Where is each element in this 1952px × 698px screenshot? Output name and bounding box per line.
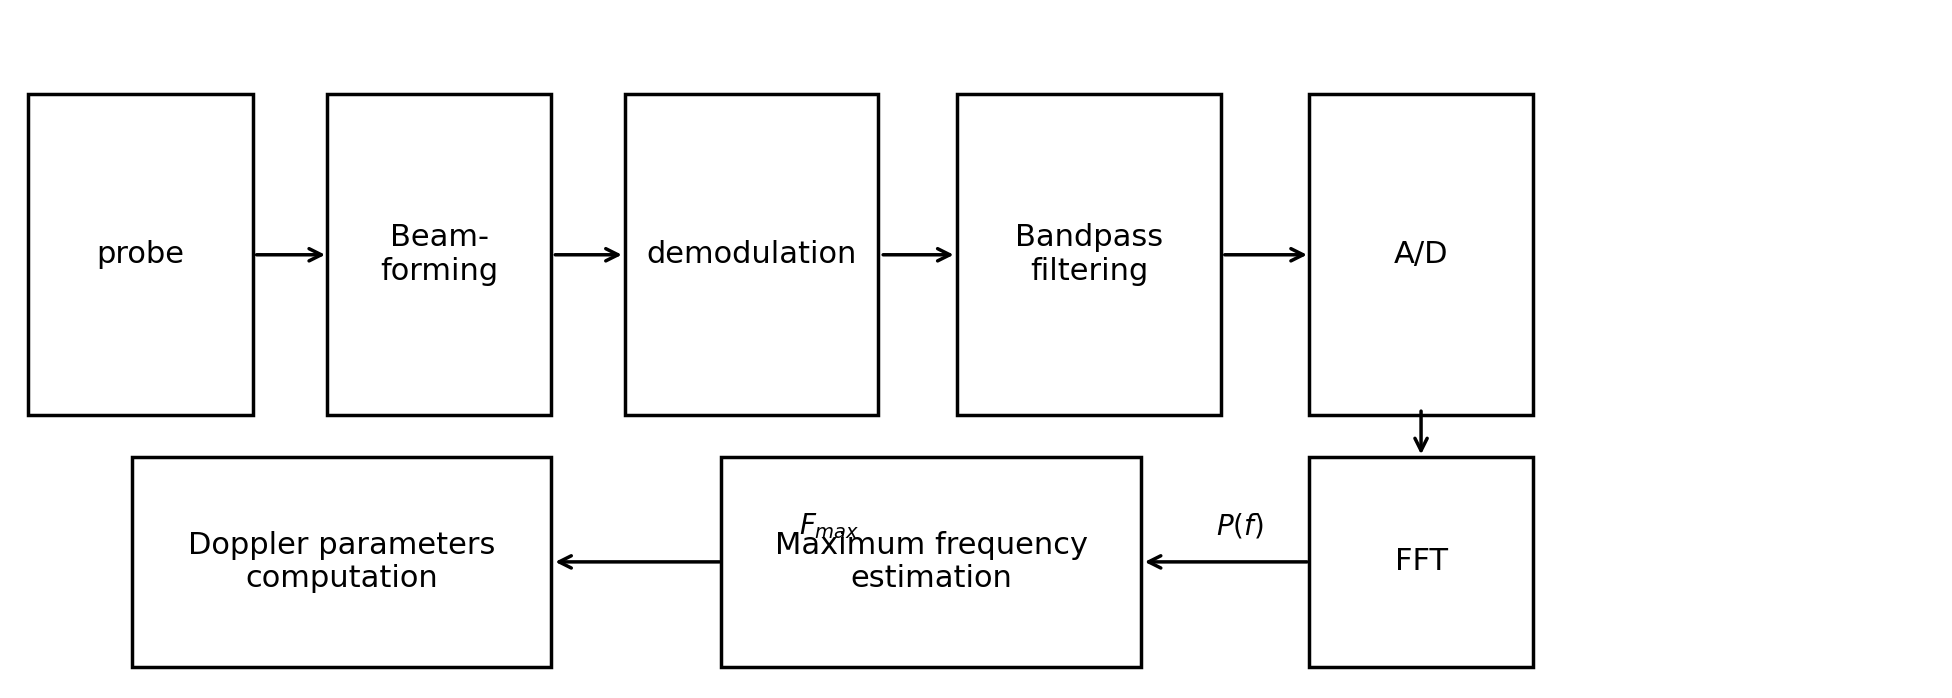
Text: Maximum frequency
estimation: Maximum frequency estimation	[775, 530, 1087, 593]
Text: Bandpass
filtering: Bandpass filtering	[1015, 223, 1163, 286]
Bar	[958, 94, 1222, 415]
Bar	[133, 457, 550, 667]
Text: A/D: A/D	[1394, 240, 1448, 269]
Text: $P(f)$: $P(f)$	[1216, 512, 1263, 541]
Bar	[722, 457, 1140, 667]
Text: Beam-
forming: Beam- forming	[381, 223, 498, 286]
Text: probe: probe	[96, 240, 185, 269]
Bar	[625, 94, 878, 415]
Bar	[1310, 94, 1534, 415]
Bar	[1310, 457, 1534, 667]
Bar	[328, 94, 552, 415]
Text: $F_{max}$: $F_{max}$	[800, 511, 859, 541]
Text: demodulation: demodulation	[646, 240, 857, 269]
Bar	[27, 94, 254, 415]
Text: FFT: FFT	[1394, 547, 1448, 577]
Text: Doppler parameters
computation: Doppler parameters computation	[187, 530, 496, 593]
